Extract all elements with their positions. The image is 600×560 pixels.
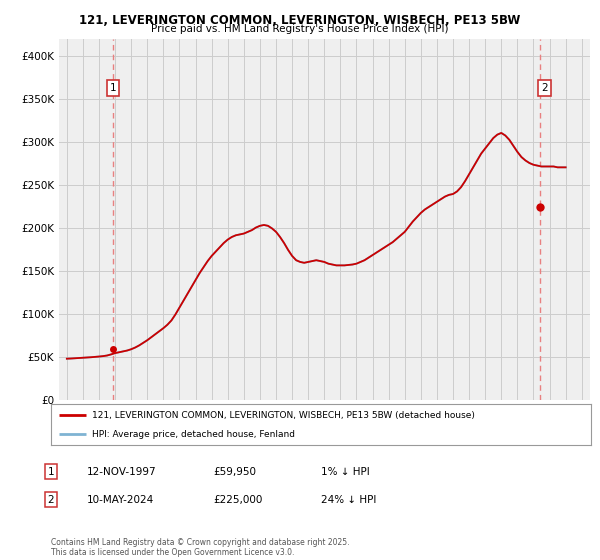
Text: 2: 2 [541,83,548,93]
Text: HPI: Average price, detached house, Fenland: HPI: Average price, detached house, Fenl… [91,430,295,438]
Text: £225,000: £225,000 [213,494,262,505]
Text: 2: 2 [47,494,55,505]
Text: 1% ↓ HPI: 1% ↓ HPI [321,466,370,477]
Text: Contains HM Land Registry data © Crown copyright and database right 2025.
This d: Contains HM Land Registry data © Crown c… [51,538,349,557]
Text: 121, LEVERINGTON COMMON, LEVERINGTON, WISBECH, PE13 5BW: 121, LEVERINGTON COMMON, LEVERINGTON, WI… [79,14,521,27]
Text: 10-MAY-2024: 10-MAY-2024 [87,494,154,505]
Text: 1: 1 [110,83,116,93]
Text: 121, LEVERINGTON COMMON, LEVERINGTON, WISBECH, PE13 5BW (detached house): 121, LEVERINGTON COMMON, LEVERINGTON, WI… [91,411,475,420]
Text: 1: 1 [47,466,55,477]
Text: 24% ↓ HPI: 24% ↓ HPI [321,494,376,505]
Text: 12-NOV-1997: 12-NOV-1997 [87,466,157,477]
Text: Price paid vs. HM Land Registry's House Price Index (HPI): Price paid vs. HM Land Registry's House … [151,24,449,34]
Text: £59,950: £59,950 [213,466,256,477]
